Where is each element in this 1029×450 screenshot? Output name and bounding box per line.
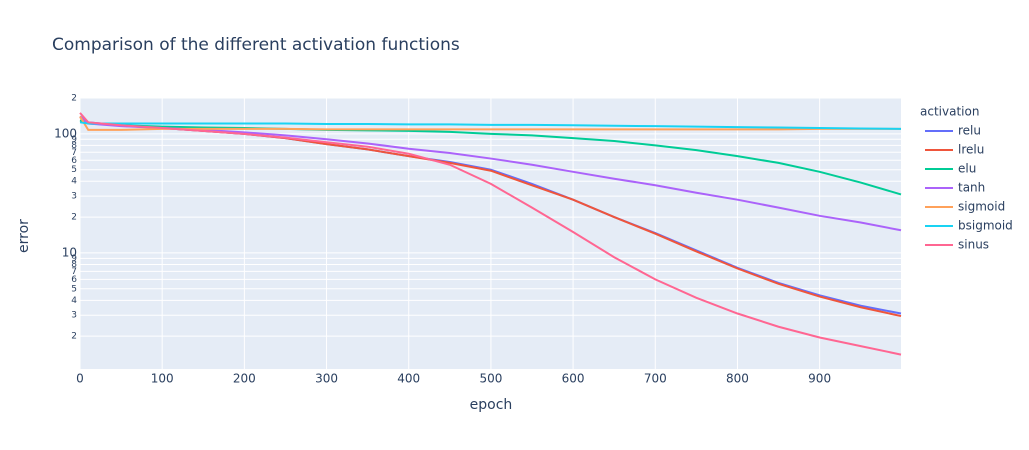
y-tick-label: 7 [71, 267, 77, 277]
y-tick-label: 2 [71, 332, 77, 342]
y-tick-label: 5 [71, 284, 77, 294]
x-axis-title: epoch [470, 397, 513, 413]
chart-title: Comparison of the different activation f… [52, 35, 460, 55]
x-tick-label: 100 [151, 372, 174, 386]
y-tick-label: 10 [62, 245, 77, 259]
x-tick-label: 700 [644, 372, 667, 386]
series-line [79, 121, 902, 130]
y-tick-label: 2 [71, 213, 77, 223]
y-tick-label: 100 [54, 126, 77, 140]
y-tick-label: 6 [71, 275, 77, 285]
y-tick-label: 5 [71, 165, 77, 175]
grid [79, 97, 901, 369]
y-tick-label: 8 [71, 260, 77, 270]
x-tick-label: 200 [233, 372, 256, 386]
y-tick-label: 9 [71, 254, 77, 264]
y-tick-label: 6 [71, 156, 77, 166]
x-tick-label: 800 [726, 372, 749, 386]
y-tick-label: 4 [71, 296, 77, 306]
y-axis-title: error [16, 219, 32, 253]
x-tick-label: 500 [479, 372, 502, 386]
legend-label: sinus [958, 238, 989, 252]
series-line [79, 112, 902, 356]
series-line [79, 119, 902, 196]
x-tick-label: 600 [562, 372, 585, 386]
y-tick-label: 7 [71, 148, 77, 158]
x-tick-label: 400 [397, 372, 420, 386]
y-tick-label: 2 [71, 94, 77, 104]
y-tick-label: 3 [71, 192, 77, 202]
legend-label: elu [958, 162, 976, 176]
x-tick-label: 300 [315, 372, 338, 386]
x-tick-label: 900 [808, 372, 831, 386]
y-tick-label: 8 [71, 141, 77, 151]
legend-label: bsigmoid [958, 219, 1013, 233]
legend-label: tanh [958, 181, 985, 195]
y-tick-label: 3 [71, 311, 77, 321]
y-tick-label: 9 [71, 135, 77, 145]
x-tick-label: 0 [76, 372, 84, 386]
y-tick-label: 4 [71, 177, 77, 187]
legend-label: lrelu [958, 143, 984, 157]
legend-label: sigmoid [958, 200, 1005, 214]
legend-title: activation [920, 105, 979, 119]
legend-label: relu [958, 124, 981, 138]
